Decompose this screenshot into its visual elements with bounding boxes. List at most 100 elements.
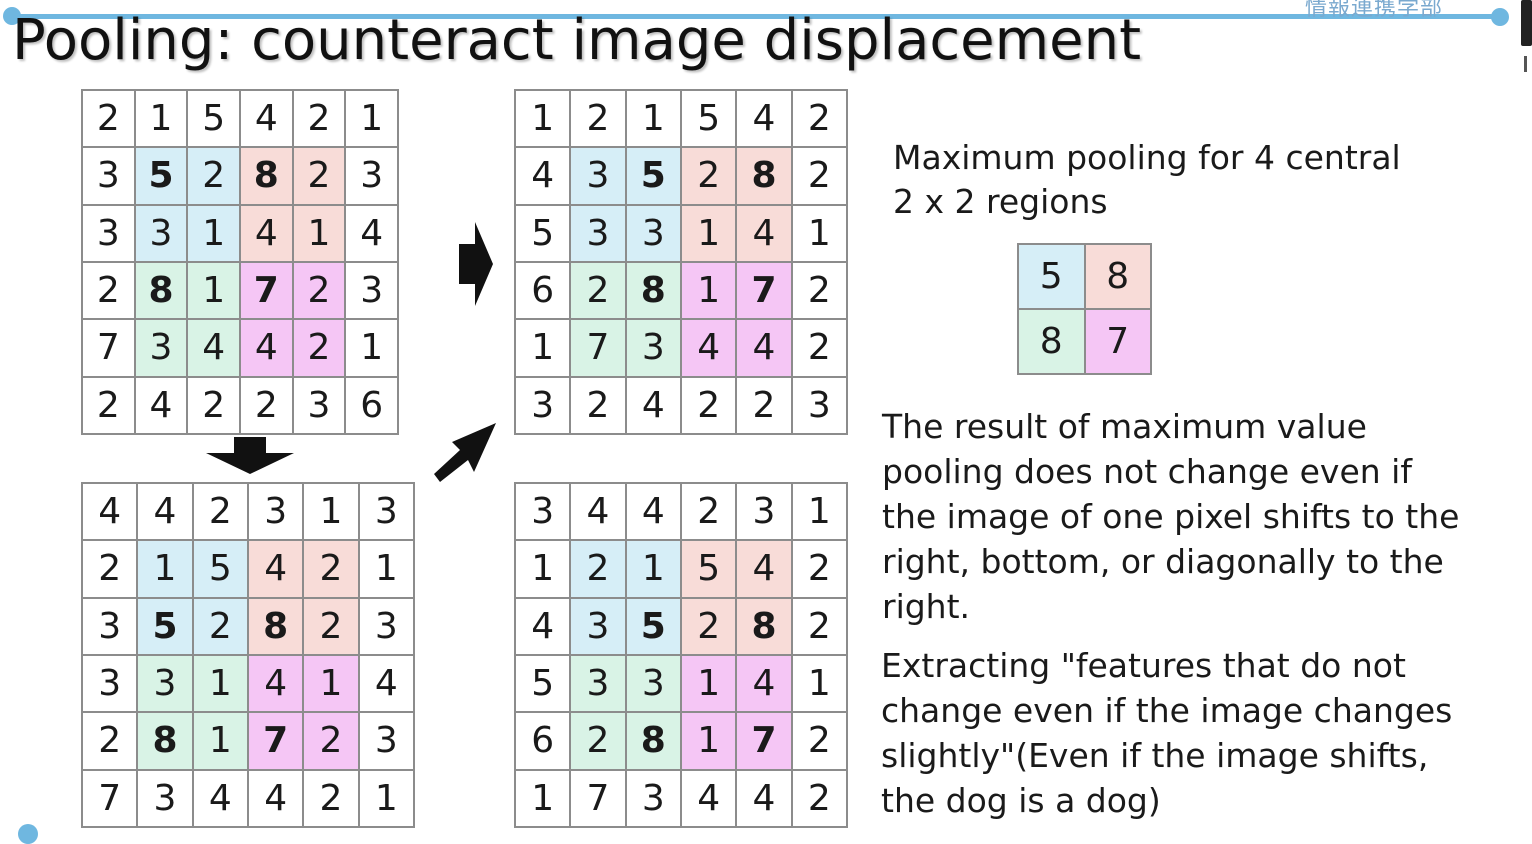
grid-cell: 2 [679, 596, 738, 656]
grid-cell: 1 [291, 203, 347, 263]
grid-cell: 2 [569, 375, 627, 436]
grid-cell: 2 [790, 88, 849, 149]
grid-cell: 2 [679, 146, 738, 206]
grid-cell: 8 [624, 711, 682, 771]
result-note-line: pooling does not change even if [882, 452, 1412, 491]
grid-cell: 4 [679, 318, 738, 378]
grid-cell: 3 [569, 146, 627, 206]
grid-cell: 5 [133, 146, 189, 206]
grid-cell: 5 [186, 88, 241, 149]
grid-cell: 3 [357, 596, 416, 656]
grid-cell: 5 [191, 539, 249, 599]
result-note-line: The result of maximum value [882, 407, 1367, 446]
grid-cell: 8 [133, 260, 189, 321]
result-note-line: right, bottom, or diagonally to the [882, 542, 1444, 581]
grid-cell: 4 [735, 768, 793, 829]
grid-cell: 2 [790, 318, 849, 378]
grid-cell: 1 [624, 88, 682, 149]
grid-cell: 1 [679, 203, 738, 263]
grid-cell: 1 [513, 318, 572, 378]
pooled-cell: 8 [1083, 243, 1152, 310]
grid-cell: 4 [679, 768, 738, 829]
grid-cell: 1 [679, 260, 738, 321]
grid-cell: 4 [238, 88, 294, 149]
grid-cell: 2 [81, 375, 136, 436]
grid-cell: 5 [679, 88, 738, 149]
grid-cell: 7 [238, 260, 294, 321]
grid-cell: 8 [735, 146, 793, 206]
grid-cell: 2 [569, 539, 627, 599]
feature-note-line: Extracting "features that do not [881, 646, 1406, 685]
grid-cell: 3 [80, 596, 139, 656]
grid-cell: 2 [81, 88, 136, 149]
grid-cell: 4 [238, 203, 294, 263]
grid-cell: 2 [291, 318, 347, 378]
grid-cell: 2 [735, 375, 793, 436]
grid-cell: 3 [81, 203, 136, 263]
grid-cell: 2 [569, 711, 627, 771]
feature-note: Extracting "features that do not change … [881, 643, 1452, 823]
result-note-line: right. [882, 587, 971, 626]
grid-cell: 3 [133, 318, 189, 378]
grid-cell: 3 [569, 596, 627, 656]
grid-cell: 1 [679, 711, 738, 771]
grid-cell: 7 [246, 711, 305, 771]
grid-cell: 7 [569, 318, 627, 378]
arrow-right-icon [459, 222, 493, 306]
grid-cell: 2 [679, 481, 738, 542]
grid-cell: 5 [513, 653, 572, 714]
grid-cell: 1 [513, 768, 572, 829]
grid-cell: 3 [136, 768, 194, 829]
grid-cell: 1 [513, 539, 572, 599]
grid-cell: 3 [344, 260, 399, 321]
grid-cell: 2 [790, 539, 849, 599]
grid-cell: 1 [136, 539, 194, 599]
grid-cell: 3 [624, 318, 682, 378]
grid-cell: 4 [569, 481, 627, 542]
grid-cell: 2 [81, 260, 136, 321]
grid-cell: 3 [624, 653, 682, 714]
grid-cell: 4 [513, 146, 572, 206]
grid-cell: 8 [624, 260, 682, 321]
pooling-note-line: Maximum pooling for 4 central [893, 138, 1401, 177]
grid-cell: 2 [291, 260, 347, 321]
top-line-right-dot [1491, 8, 1509, 26]
grid-cell: 3 [357, 711, 416, 771]
grid-cell: 3 [624, 768, 682, 829]
grid-cell: 4 [735, 88, 793, 149]
grid-cell: 3 [133, 203, 189, 263]
grid-cell: 2 [302, 768, 360, 829]
top-line-left-dot [3, 7, 21, 25]
grid-cell: 2 [569, 260, 627, 321]
grid-cell: 2 [291, 88, 347, 149]
top-accent-line [10, 14, 1503, 19]
grid-cell: 4 [191, 768, 249, 829]
feature-note-line: change even if the image changes [881, 691, 1453, 730]
grid-cell: 1 [513, 88, 572, 149]
grid-cell: 1 [302, 481, 360, 542]
grid-cell: 4 [513, 596, 572, 656]
grid-cell: 3 [569, 653, 627, 714]
grid-cell: 1 [186, 203, 241, 263]
grid-cell: 3 [136, 653, 194, 714]
grid-cell: 7 [80, 768, 139, 829]
grid-cell: 4 [133, 375, 189, 436]
grid-cell: 1 [624, 539, 682, 599]
pooled-cell: 7 [1083, 308, 1152, 375]
grid-cell: 6 [344, 375, 399, 436]
